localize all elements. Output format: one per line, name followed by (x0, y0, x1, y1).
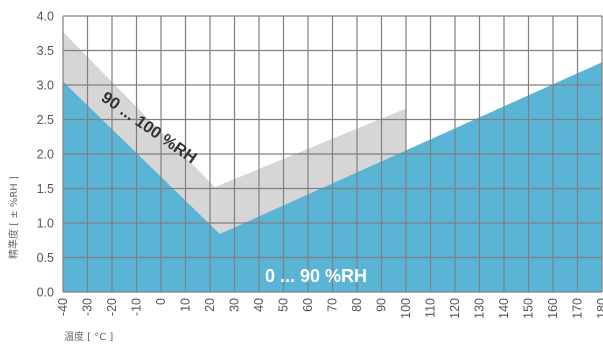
x-tick-label: 80 (350, 298, 364, 312)
y-tick-label: 3.0 (37, 79, 54, 93)
y-tick-label: 1.0 (37, 217, 54, 231)
x-tick-label: -40 (56, 298, 70, 316)
x-tick-label: 140 (497, 298, 511, 319)
x-tick-label: 150 (522, 298, 536, 319)
x-tick-label: -30 (81, 298, 95, 316)
x-tick-label: 40 (252, 298, 266, 312)
y-axis-title: 精準度 [ ± %RH ] (7, 176, 20, 259)
x-tick-label: 70 (326, 298, 340, 312)
x-tick-label: 110 (424, 298, 438, 318)
x-tick-label: 170 (571, 298, 585, 319)
x-tick-label: 130 (473, 298, 487, 319)
x-tick-label: 120 (448, 298, 462, 319)
x-tick-label: 100 (399, 298, 413, 319)
x-tick-label: 0 (154, 298, 168, 305)
x-tick-label: 20 (203, 298, 217, 312)
x-tick-label: -20 (105, 298, 119, 316)
y-tick-label: 3.5 (37, 44, 54, 58)
x-tick-label: 60 (301, 298, 315, 312)
chart-areas (63, 31, 602, 292)
x-tick-label: 50 (277, 298, 291, 312)
x-axis-title: 温度 [ °C ] (64, 330, 113, 343)
x-tick-label: 10 (179, 298, 193, 312)
x-tick-label: 30 (228, 298, 242, 312)
y-tick-label: 2.0 (37, 148, 54, 162)
series-0-90-rh-label: 0 ... 90 %RH (265, 266, 367, 286)
y-tick-label: 2.5 (37, 113, 54, 127)
y-tick-label: 0.0 (37, 286, 54, 300)
x-tick-label: -10 (130, 298, 144, 316)
chart-grid (62, 15, 603, 293)
y-tick-labels: 0.0 0.5 1.0 1.5 2.0 2.5 3.0 3.5 4.0 (37, 10, 54, 300)
series-0-90-rh-area (63, 62, 602, 292)
x-tick-label: 180 (595, 298, 603, 319)
y-tick-label: 1.5 (37, 182, 54, 196)
x-tick-labels: -40 -30 -20 -10 0 10 20 30 40 50 60 70 80 90 100 110 120… (56, 298, 603, 319)
y-tick-label: 4.0 (37, 10, 54, 24)
x-tick-label: 160 (546, 298, 560, 319)
y-tick-label: 0.5 (37, 251, 54, 265)
x-tick-label: 90 (375, 298, 389, 312)
